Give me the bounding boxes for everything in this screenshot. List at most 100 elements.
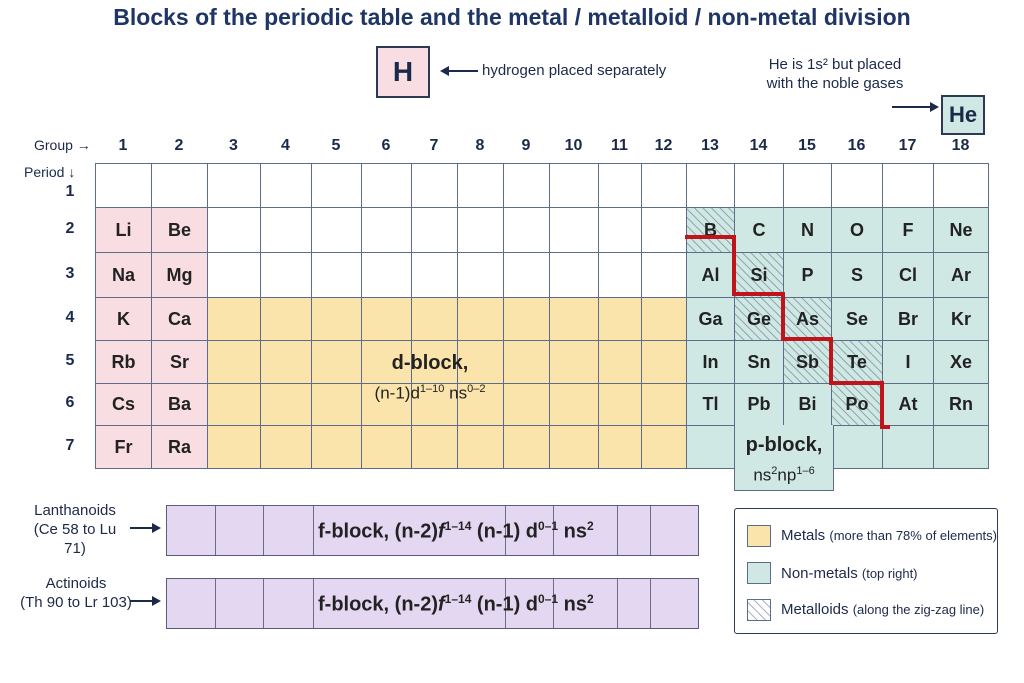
table-cell bbox=[361, 207, 412, 253]
group-number-1: 1 bbox=[118, 137, 128, 154]
group-number-10: 10 bbox=[564, 137, 583, 154]
element-cell-mg: Mg bbox=[151, 252, 208, 298]
actinoids-arrow-icon bbox=[130, 596, 161, 606]
legend-metalloids-text: Metalloids (along the zig-zag line) bbox=[781, 601, 985, 618]
table-cell bbox=[933, 425, 989, 469]
helium-cell: He bbox=[941, 95, 985, 135]
f-block-cell bbox=[650, 506, 651, 555]
table-cell bbox=[361, 340, 412, 384]
f-block-cell bbox=[617, 506, 618, 555]
p-block-label: p-block, ns2np1–6 bbox=[734, 432, 834, 489]
legend-metalloids-swatch bbox=[747, 599, 771, 621]
element-cell-se: Se bbox=[831, 297, 883, 341]
table-cell bbox=[457, 340, 504, 384]
element-cell-si: Si bbox=[734, 252, 784, 298]
table-cell bbox=[641, 252, 687, 298]
period-number-7: 7 bbox=[65, 436, 75, 454]
group-number-3: 3 bbox=[229, 137, 238, 154]
group-number-16: 16 bbox=[847, 137, 866, 154]
table-cell bbox=[457, 297, 504, 341]
element-cell-s: S bbox=[831, 252, 883, 298]
table-cell bbox=[311, 425, 362, 469]
table-cell bbox=[641, 383, 687, 426]
f-block-cell bbox=[505, 579, 506, 628]
group-number-5: 5 bbox=[331, 137, 341, 154]
f-block-cell bbox=[505, 506, 506, 555]
element-cell-br: Br bbox=[882, 297, 934, 341]
element-cell-rn: Rn bbox=[933, 383, 989, 426]
helium-note: He is 1s² but placed with the noble gase… bbox=[766, 56, 904, 92]
table-cell bbox=[598, 383, 642, 426]
element-cell-bi: Bi bbox=[783, 383, 832, 426]
table-cell bbox=[457, 163, 504, 208]
group-number-7: 7 bbox=[429, 137, 439, 154]
lanthanoids-row bbox=[166, 505, 699, 556]
element-cell-be: Be bbox=[151, 207, 208, 253]
element-cell-ba: Ba bbox=[151, 383, 208, 426]
table-cell bbox=[686, 425, 735, 469]
table-cell bbox=[411, 297, 458, 341]
page-title: Blocks of the periodic table and the met… bbox=[113, 4, 911, 30]
f-block-cell bbox=[215, 579, 216, 628]
element-cell-xe: Xe bbox=[933, 340, 989, 384]
table-cell bbox=[882, 425, 934, 469]
element-cell-pb: Pb bbox=[734, 383, 784, 426]
hydrogen-cell: H bbox=[376, 46, 430, 98]
group-number-18: 18 bbox=[951, 137, 970, 154]
legend: Metals (more than 78% of elements) Non-m… bbox=[734, 508, 998, 634]
table-cell bbox=[598, 252, 642, 298]
f-block-cell bbox=[313, 506, 314, 555]
element-cell-sr: Sr bbox=[151, 340, 208, 384]
period-number-2: 2 bbox=[65, 219, 75, 237]
group-number-4: 4 bbox=[281, 137, 290, 154]
table-cell bbox=[503, 207, 550, 253]
table-cell bbox=[457, 252, 504, 298]
f-block-cell bbox=[617, 579, 618, 628]
period-number-3: 3 bbox=[65, 264, 75, 282]
d-block-label: d-block, (n-1)d1–10 ns0–2 bbox=[300, 350, 560, 407]
element-cell-sb: Sb bbox=[783, 340, 832, 384]
f-block-cell bbox=[263, 506, 264, 555]
table-cell bbox=[641, 425, 687, 469]
f-block-cell bbox=[215, 506, 216, 555]
element-cell-o: O bbox=[831, 207, 883, 253]
group-number-15: 15 bbox=[798, 137, 816, 154]
hydrogen-note: hydrogen placed separately bbox=[482, 62, 667, 79]
actinoids-f-block-label: f-block, (n-2)f1–14 (n-1) d0–1 ns2 bbox=[318, 592, 594, 616]
element-cell-te: Te bbox=[831, 340, 883, 384]
table-cell bbox=[151, 163, 208, 208]
f-block-cell bbox=[263, 579, 264, 628]
actinoids-label: Actinoids (Th 90 to Lr 103) bbox=[20, 575, 132, 611]
element-cell-n: N bbox=[783, 207, 832, 253]
table-cell bbox=[457, 383, 504, 426]
legend-metals-text: Metals (more than 78% of elements) bbox=[781, 527, 997, 544]
group-number-11: 11 bbox=[611, 137, 628, 154]
period-number-1: 1 bbox=[65, 183, 75, 200]
table-cell bbox=[311, 340, 362, 384]
table-cell bbox=[549, 340, 599, 384]
table-cell bbox=[831, 163, 883, 208]
table-cell bbox=[260, 252, 312, 298]
element-cell-kr: Kr bbox=[933, 297, 989, 341]
group-number-17: 17 bbox=[898, 137, 917, 154]
table-cell bbox=[207, 425, 261, 469]
f-block-cell bbox=[313, 579, 314, 628]
table-cell bbox=[260, 297, 312, 341]
element-cell-li: Li bbox=[95, 207, 152, 253]
table-cell bbox=[207, 383, 261, 426]
group-number-12: 12 bbox=[654, 137, 673, 154]
lanthanoids-label: Lanthanoids (Ce 58 to Lu 71) bbox=[33, 502, 117, 557]
legend-nonmetals-text: Non-metals (top right) bbox=[781, 565, 918, 582]
p-block-config: ns2np1–6 bbox=[753, 465, 815, 485]
element-cell-sn: Sn bbox=[734, 340, 784, 384]
table-cell bbox=[411, 163, 458, 208]
lanthanoids-f-block-label: f-block, (n-2)f1–14 (n-1) d0–1 ns2 bbox=[318, 519, 594, 543]
table-cell bbox=[641, 297, 687, 341]
element-cell-b: B bbox=[686, 207, 735, 253]
element-cell-cs: Cs bbox=[95, 383, 152, 426]
table-cell bbox=[503, 252, 550, 298]
table-cell bbox=[95, 163, 152, 208]
period-number-4: 4 bbox=[65, 308, 75, 326]
table-cell bbox=[549, 425, 599, 469]
